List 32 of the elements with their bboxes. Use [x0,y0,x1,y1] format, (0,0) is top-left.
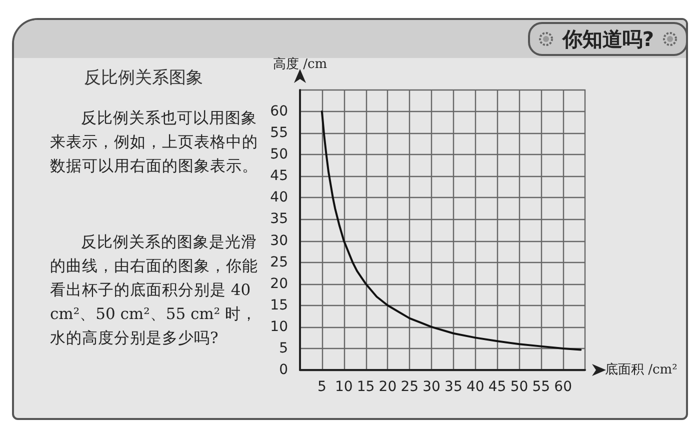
y-tick-label: 60 [270,104,288,120]
y-tick-label: 35 [270,211,288,228]
y-tick-label: 30 [270,232,288,249]
y-tick-label: 0 [279,362,288,378]
y-tick-label: 25 [270,254,288,270]
x-tick-label: 30 [422,379,440,395]
x-tick-label: 15 [356,379,375,395]
x-tick-label: 55 [532,379,550,395]
y-tick-label: 10 [270,318,288,335]
x-tick-label: 5 [317,379,326,395]
y-axis-title: 高度 /cm [272,56,328,72]
chart-title: 你知道吗? [562,26,654,52]
x-tick-label: 45 [488,379,506,395]
text: 反比例关系图象 [84,67,203,89]
y-tick-label: 40 [270,190,288,206]
x-tick-label: 50 [510,379,528,395]
text: 反比例关系的图象是光滑的曲线，由右面的图象，你能看出杯子的底面积分别是 40 cm²、50 cm²、55 cm² 时，水的高度分别是多少吗? [50,232,259,349]
line-series [320,110,582,351]
y-tick-label: 55 [270,125,288,142]
x-tick-label: 35 [444,379,462,395]
y-tick-label: 5 [279,340,288,356]
x-tick-label: 40 [466,379,484,395]
y-tick-label: 50 [270,146,288,163]
text: 反比例关系也可以用图象来表示，例如，上页表格中的数据可以用右面的图象表示。 [50,108,259,177]
x-tick-label: 20 [378,379,397,395]
x-tick-label: 60 [554,379,572,395]
y-tick-label: 45 [270,168,288,184]
x-axis-title: 底面积 /cm² [605,362,678,378]
x-tick-label: 10 [334,379,353,395]
y-tick-label: 15 [270,297,288,314]
y-tick-label: 20 [270,276,288,292]
x-tick-label: 25 [400,379,419,395]
